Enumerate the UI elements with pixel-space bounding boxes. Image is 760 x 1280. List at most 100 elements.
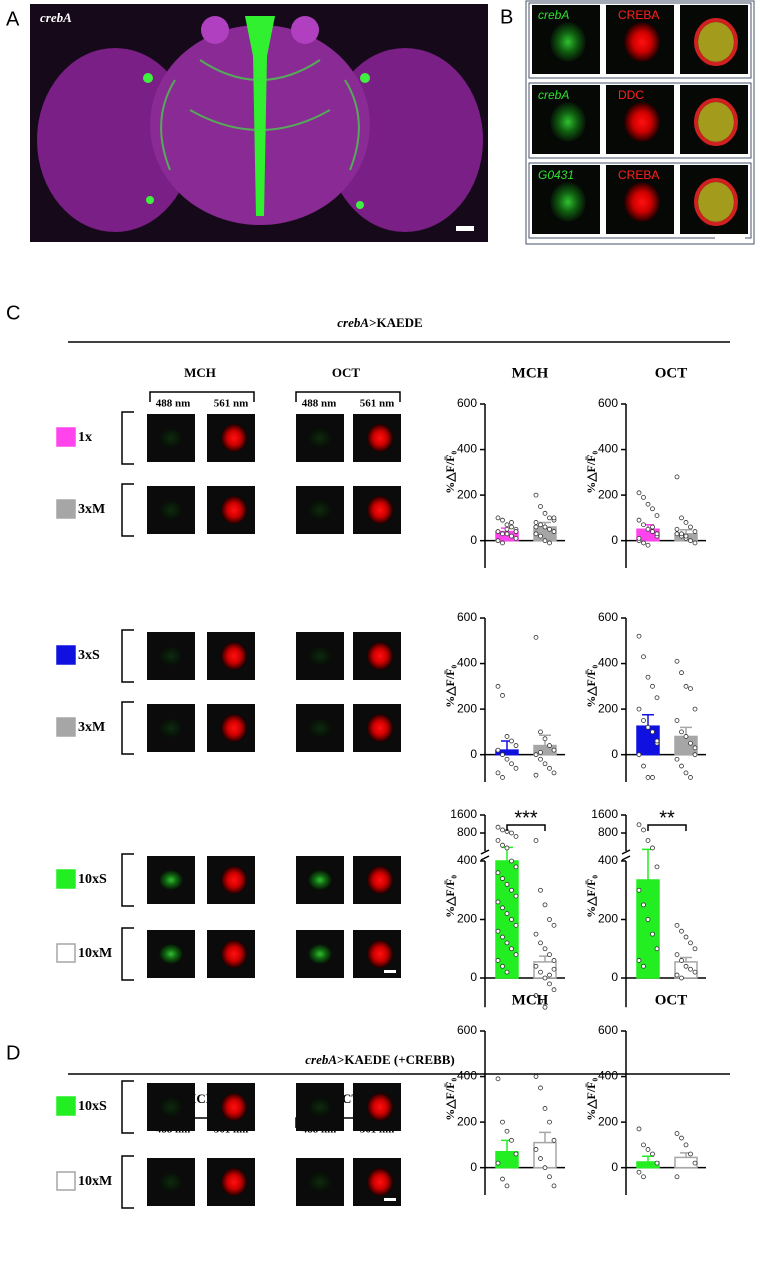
data-point <box>542 736 548 742</box>
data-point <box>551 958 557 963</box>
data-point <box>533 492 539 498</box>
y-tick-label: 800 <box>598 825 618 839</box>
data-point <box>674 972 680 978</box>
brain-drawing <box>37 16 483 232</box>
cell <box>308 1172 332 1192</box>
data-point <box>650 683 655 689</box>
cell <box>308 944 332 964</box>
data-point <box>495 1076 501 1082</box>
y-axis-label: %△F/F̄₀ <box>584 665 598 708</box>
bracket <box>121 927 134 981</box>
data-point <box>674 658 680 664</box>
data-point <box>513 893 519 899</box>
legend-swatch <box>56 717 76 737</box>
data-point <box>500 1176 505 1182</box>
panel-letter: D <box>6 1042 20 1064</box>
data-point <box>683 770 689 776</box>
cell <box>221 1093 247 1121</box>
data-point <box>513 922 519 928</box>
data-point <box>495 870 501 876</box>
bracket <box>121 1155 134 1209</box>
data-point <box>645 526 651 532</box>
y-tick-label: 400 <box>598 656 618 670</box>
cell <box>308 428 332 448</box>
data-point <box>688 1151 693 1157</box>
data-point <box>542 538 548 544</box>
data-point <box>495 770 501 776</box>
data-point <box>674 756 680 762</box>
legend-label: 10xM <box>78 1174 112 1189</box>
cell <box>550 182 586 222</box>
data-point <box>645 501 651 507</box>
bracket <box>121 1080 134 1134</box>
panel-title: crebA>KAEDE (+CREBB) <box>305 1052 455 1067</box>
cell <box>221 714 247 742</box>
y-tick-label: 400 <box>598 442 618 456</box>
y-tick-label: 0 <box>470 747 477 761</box>
data-point <box>645 542 651 548</box>
data-point <box>495 538 501 544</box>
data-point <box>500 540 505 546</box>
data-point <box>645 838 651 843</box>
data-point <box>641 540 646 546</box>
data-point <box>641 718 646 723</box>
data-point <box>683 1142 689 1148</box>
data-point <box>538 1085 543 1091</box>
bracket <box>121 411 134 465</box>
data-point <box>509 830 514 836</box>
cell <box>308 870 332 890</box>
bracket <box>121 701 134 755</box>
data-point <box>500 1119 505 1125</box>
legend-swatch <box>56 499 76 519</box>
data-point <box>683 734 689 739</box>
data-point <box>547 952 552 957</box>
data-point <box>654 531 660 537</box>
data-point <box>636 752 642 758</box>
cell <box>159 718 183 738</box>
data-point <box>650 529 655 534</box>
cell-overlay <box>694 18 738 66</box>
panel-title: crebA>KAEDE <box>337 315 422 330</box>
data-point <box>500 934 505 940</box>
cell <box>367 866 393 894</box>
cell <box>624 22 660 62</box>
cell <box>159 1172 183 1192</box>
data-point <box>650 1151 655 1157</box>
data-point <box>692 946 698 952</box>
data-point <box>495 1160 501 1166</box>
significance: *** <box>514 807 538 829</box>
cell <box>221 940 247 968</box>
y-tick-label: 200 <box>598 1114 618 1128</box>
y-axis-label: %△F/F̄₀ <box>584 451 598 494</box>
data-point <box>533 931 539 937</box>
row-frame <box>528 162 752 239</box>
data-point <box>542 1106 548 1111</box>
data-point <box>542 510 548 516</box>
y-tick-label: 600 <box>457 1023 477 1037</box>
data-point <box>688 940 693 946</box>
data-point <box>551 529 557 534</box>
data-point <box>551 1183 557 1189</box>
stain-label: CREBA <box>618 168 659 182</box>
data-point <box>538 533 543 539</box>
data-point <box>500 827 505 833</box>
data-point <box>683 934 689 940</box>
error-bar <box>539 1131 551 1143</box>
y-tick-label: 400 <box>457 656 477 670</box>
data-point <box>504 911 510 917</box>
data-point <box>636 1126 642 1132</box>
panel-letter: A <box>6 8 20 30</box>
cell <box>159 944 183 964</box>
data-point <box>636 517 642 523</box>
y-tick-label: 0 <box>470 1160 477 1174</box>
data-point <box>674 922 680 928</box>
legend-label: 3xM <box>78 720 105 735</box>
data-point <box>509 946 514 952</box>
data-point <box>688 775 693 780</box>
data-point <box>688 524 693 530</box>
cell <box>367 1168 393 1196</box>
data-point <box>636 887 642 893</box>
channel-label: 488 nm <box>302 398 337 410</box>
cell <box>221 424 247 452</box>
data-point <box>679 729 684 735</box>
